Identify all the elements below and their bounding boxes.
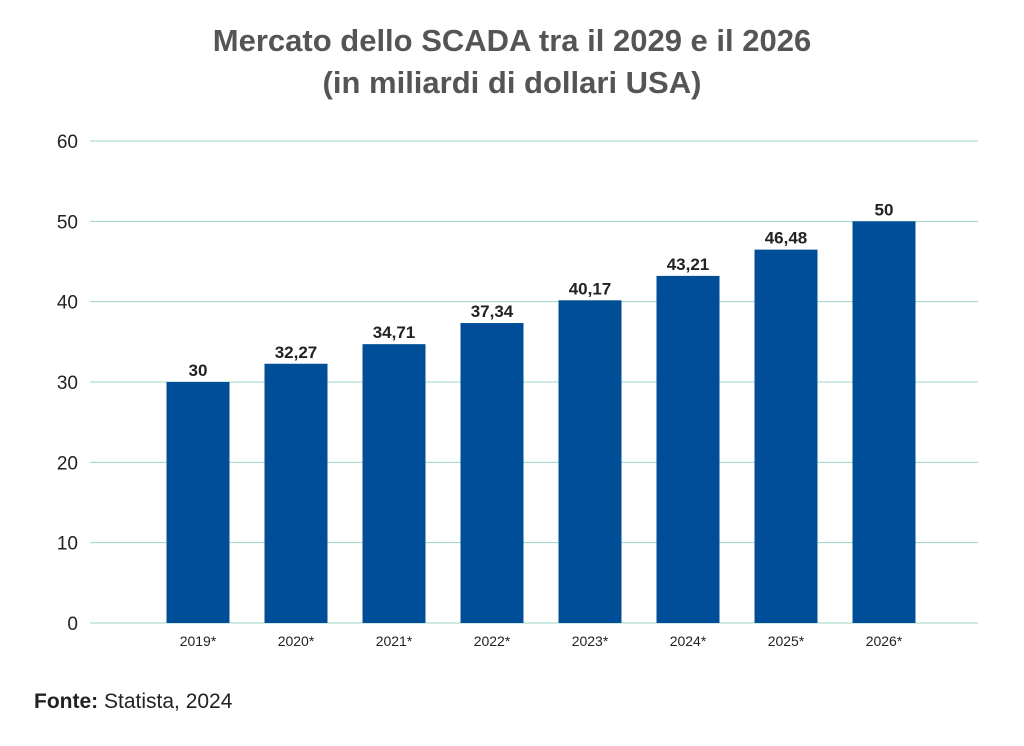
data-label: 30	[189, 361, 208, 380]
data-label: 40,17	[569, 279, 612, 298]
y-tick-label: 0	[67, 614, 78, 635]
x-tick-label: 2022*	[474, 633, 511, 649]
chart-title: Mercato dello SCADA tra il 2029 e il 202…	[0, 20, 1024, 104]
bar	[460, 323, 524, 623]
data-label: 43,21	[667, 255, 710, 274]
source-label: Fonte:	[34, 690, 99, 713]
data-label: 32,27	[275, 343, 318, 362]
y-tick-label: 60	[57, 132, 78, 153]
data-label: 50	[875, 200, 894, 219]
bar	[754, 249, 818, 624]
data-label: 34,71	[373, 323, 416, 342]
x-tick-label: 2020*	[278, 633, 315, 649]
x-tick-label: 2026*	[866, 633, 903, 649]
x-tick-label: 2021*	[376, 633, 413, 649]
x-tick-label: 2019*	[180, 633, 217, 649]
bar	[362, 344, 426, 623]
x-tick-label: 2024*	[670, 633, 707, 649]
bar	[264, 363, 328, 623]
data-label: 46,48	[765, 229, 808, 248]
y-tick-label: 30	[57, 373, 78, 394]
y-tick-label: 20	[57, 453, 78, 474]
chart-title-line-2: (in miliardi di dollari USA)	[322, 65, 702, 100]
x-tick-label: 2023*	[572, 633, 609, 649]
y-tick-label: 40	[57, 293, 78, 314]
bar	[558, 300, 622, 623]
bar	[852, 221, 916, 624]
y-tick-label: 50	[57, 212, 78, 233]
bar	[656, 275, 720, 623]
y-tick-label: 10	[57, 534, 78, 555]
bar	[166, 382, 230, 623]
chart-title-line-1: Mercato dello SCADA tra il 2029 e il 202…	[212, 23, 812, 58]
source-note: Fonte: Statista, 2024	[34, 690, 232, 714]
x-tick-label: 2025*	[768, 633, 805, 649]
data-label: 37,34	[471, 302, 514, 321]
source-text: Statista, 2024	[104, 690, 233, 713]
